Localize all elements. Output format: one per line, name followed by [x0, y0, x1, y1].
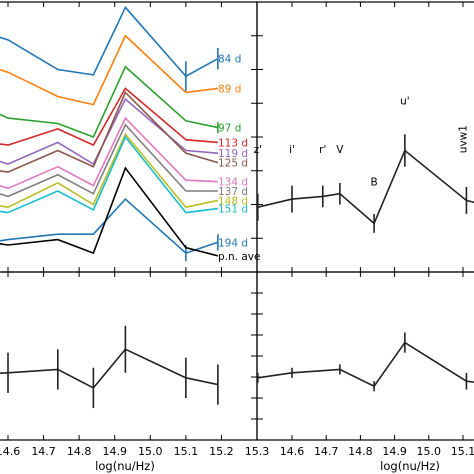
series-134-d-line	[0, 116, 218, 190]
series-p-n-ave: p.n. ave	[0, 166, 260, 263]
series-113-d: 113 d	[0, 87, 248, 149]
series-151-d-line	[0, 135, 218, 214]
left-xlabel: log(nu/Hz)	[95, 459, 155, 473]
x-ticklabel: 14.7	[31, 445, 56, 458]
band-label-v: V	[336, 144, 344, 156]
series-0	[0, 325, 219, 409]
x-ticklabel: 14.6	[280, 445, 305, 458]
band-label-i: i'	[289, 144, 295, 156]
band-label-uvw1: uvw1	[457, 125, 469, 153]
band-label-z: z'	[254, 144, 262, 156]
series-0	[256, 332, 474, 392]
series-84-d-label: 84 d	[218, 54, 241, 66]
top-right-panel: z' i' r' V Bu' uvw1	[254, 1, 474, 273]
panel-frame	[0, 271, 258, 441]
series-97-d-label: 97 d	[218, 123, 241, 135]
band-label-u: u'	[400, 96, 410, 108]
series-137-d-line	[0, 123, 218, 198]
x-ticklabel: 15.3	[245, 445, 270, 458]
series-194-d-label: 194 d	[218, 237, 248, 249]
series-89-d-label: 89 d	[218, 83, 241, 95]
x-ticklabel: 14.8	[67, 445, 92, 458]
series-89-d-line	[0, 34, 218, 106]
series-137-d: 137 d	[0, 123, 248, 198]
x-ticklabel: 14.9	[102, 445, 127, 458]
series-137-d-label: 137 d	[218, 186, 248, 198]
series-194-d: 194 d	[0, 197, 248, 262]
x-ticklabel: 14.7	[314, 445, 339, 458]
series-125-d-line	[0, 91, 219, 173]
series-97-d: 97 d	[0, 65, 241, 139]
x-ticklabel: 14.6	[0, 445, 20, 458]
x-ticklabel: 15.1	[174, 445, 199, 458]
bottom-right-panel	[256, 271, 474, 441]
series-84-d: 84 d	[0, 5, 241, 92]
series-119-d: 119 d	[0, 97, 248, 166]
series-125-d: 125 d	[0, 91, 248, 173]
right-x-ticklabels: 14.6 14.7 14.8 14.9 15.0 15.1	[280, 445, 474, 458]
series-97-d-line	[0, 65, 219, 139]
series-134-d-label: 134 d	[218, 177, 248, 189]
right-xlabel: log(nu/Hz)	[380, 459, 440, 473]
series-0-line	[257, 149, 474, 225]
series-89-d: 89 d	[0, 34, 241, 106]
left-x-ticklabels: 14.6 14.7 14.8 14.9 15.0 15.1 15.2 15.3	[0, 445, 269, 458]
series-p-n-ave-line	[0, 166, 219, 257]
x-ticklabel: 15.0	[417, 445, 442, 458]
series-0-line	[257, 341, 474, 388]
x-ticklabel: 14.9	[382, 445, 407, 458]
series-148-d: 148 d	[0, 132, 248, 209]
x-ticklabel: 15.1	[451, 445, 474, 458]
series-p-n-ave-label: p.n. ave	[218, 251, 260, 263]
x-ticklabel: 15.2	[209, 445, 234, 458]
series-113-d-line	[0, 87, 218, 147]
series-113-d-label: 113 d	[218, 137, 248, 149]
panel-frame	[256, 1, 474, 273]
series-125-d-label: 125 d	[218, 158, 248, 170]
bottom-left-panel	[0, 271, 258, 441]
series-151-d: 151 d	[0, 135, 248, 216]
band-label-b: B	[370, 177, 377, 189]
band-label-r: r'	[319, 144, 326, 156]
series-119-d-label: 119 d	[218, 148, 248, 160]
panel-frame	[256, 271, 474, 441]
series-134-d: 134 d	[0, 116, 248, 190]
series-151-d-label: 151 d	[218, 204, 248, 216]
x-ticklabel: 14.8	[348, 445, 373, 458]
series-0	[256, 134, 474, 233]
x-ticklabel: 15.0	[138, 445, 163, 458]
series-148-d-line	[0, 132, 219, 209]
series-119-d-line	[0, 97, 218, 166]
series-148-d-label: 148 d	[218, 195, 248, 207]
